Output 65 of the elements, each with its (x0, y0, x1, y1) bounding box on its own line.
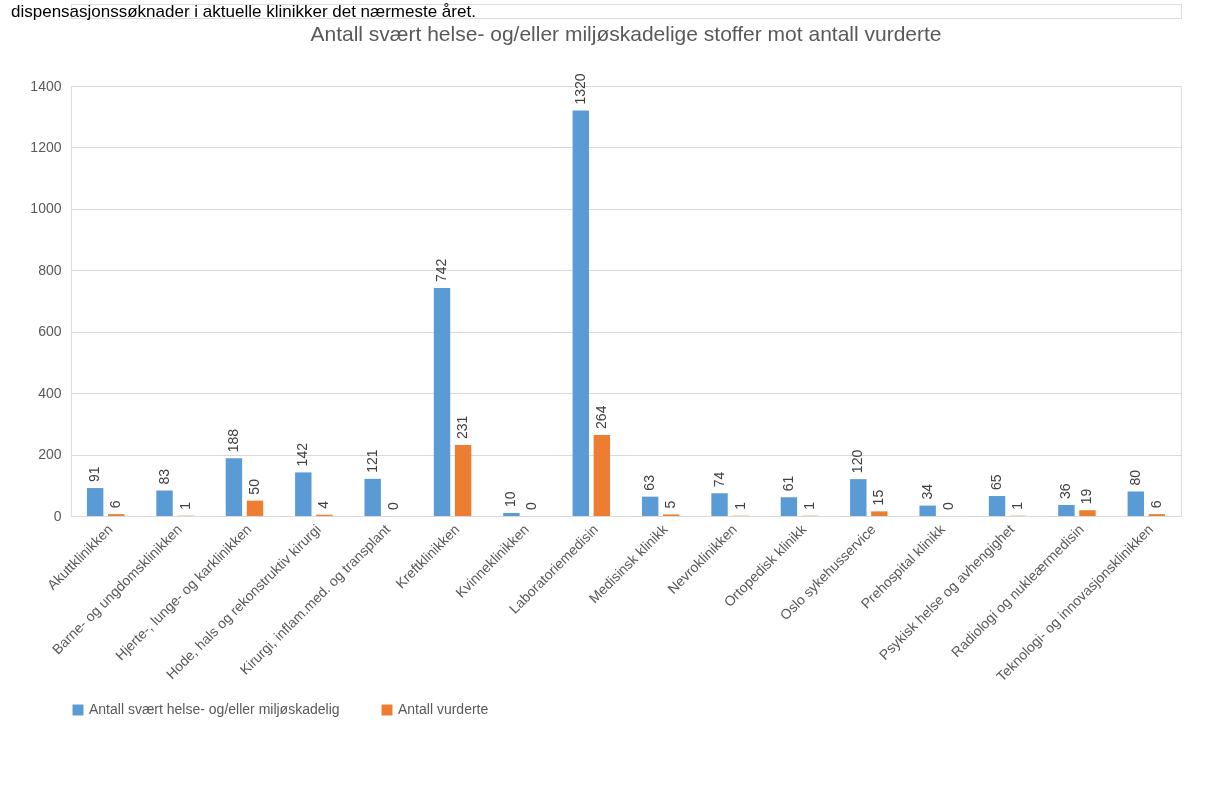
y-tick-label: 1000 (30, 200, 62, 217)
y-tick-label: 600 (38, 323, 62, 340)
bar (871, 511, 888, 516)
bar (988, 496, 1006, 516)
data-label: 1 (1009, 501, 1026, 510)
data-label: 231 (454, 415, 471, 440)
data-label: 63 (641, 474, 658, 491)
bar (364, 478, 381, 516)
y-tick-label: 1200 (30, 138, 62, 155)
data-label: 0 (384, 502, 401, 510)
bar (86, 488, 104, 516)
bar (503, 512, 520, 516)
bar (246, 500, 264, 516)
data-label: 264 (592, 405, 609, 429)
chart-title: Antall svært helse- og/eller miljøskadelige stoffer mot antall vurderte (310, 22, 942, 46)
bar (225, 458, 243, 516)
data-label: 6 (107, 500, 124, 509)
legend-label: Antall vurderte (398, 701, 489, 717)
data-label: 83 (155, 468, 172, 485)
data-label: 19 (1078, 488, 1095, 505)
data-label: 0 (523, 502, 540, 510)
text: dispensasjonssøknader i aktuelle klinikker det nærmeste året. (11, 2, 476, 21)
bar (780, 497, 798, 516)
data-label: 10 (502, 491, 519, 507)
data-label: 34 (918, 483, 935, 500)
data-label: 1 (731, 501, 748, 510)
bar (1058, 504, 1075, 516)
bar (1079, 510, 1096, 516)
bar (295, 472, 312, 516)
bar (919, 505, 936, 516)
bar (572, 110, 589, 516)
data-label: 80 (1126, 469, 1143, 486)
data-label: 142 (294, 442, 311, 467)
bar (156, 490, 173, 516)
data-label: 61 (779, 475, 796, 492)
bar (641, 496, 659, 516)
data-label: 1320 (571, 73, 588, 105)
bar (593, 434, 611, 516)
bar (454, 445, 472, 516)
data-label: 1 (800, 501, 817, 510)
y-tick-label: 400 (38, 384, 62, 401)
data-label: 188 (224, 428, 241, 453)
y-tick-label: 0 (53, 507, 62, 524)
data-label: 36 (1057, 483, 1074, 499)
y-tick-label: 800 (38, 261, 62, 278)
data-label: 4 (315, 500, 332, 509)
data-label: 6 (1147, 500, 1164, 509)
data-label: 50 (245, 478, 262, 495)
data-label: 91 (86, 466, 103, 483)
data-label: 0 (939, 502, 956, 510)
bar (1127, 491, 1144, 516)
data-label: 742 (433, 258, 450, 283)
bar (711, 493, 728, 516)
bar (850, 479, 867, 516)
data-label: 74 (710, 471, 727, 488)
data-label: 121 (363, 449, 380, 473)
data-label: 5 (662, 500, 679, 509)
data-label: 120 (849, 449, 866, 474)
data-label: 65 (988, 474, 1005, 491)
legend-label: Antall svært helse- og/eller miljøskadelig (89, 701, 340, 717)
y-tick-label: 1400 (30, 77, 62, 94)
data-label: 15 (870, 489, 887, 506)
y-tick-label: 200 (38, 446, 62, 463)
data-label: 1 (176, 501, 193, 510)
bar (433, 288, 451, 516)
